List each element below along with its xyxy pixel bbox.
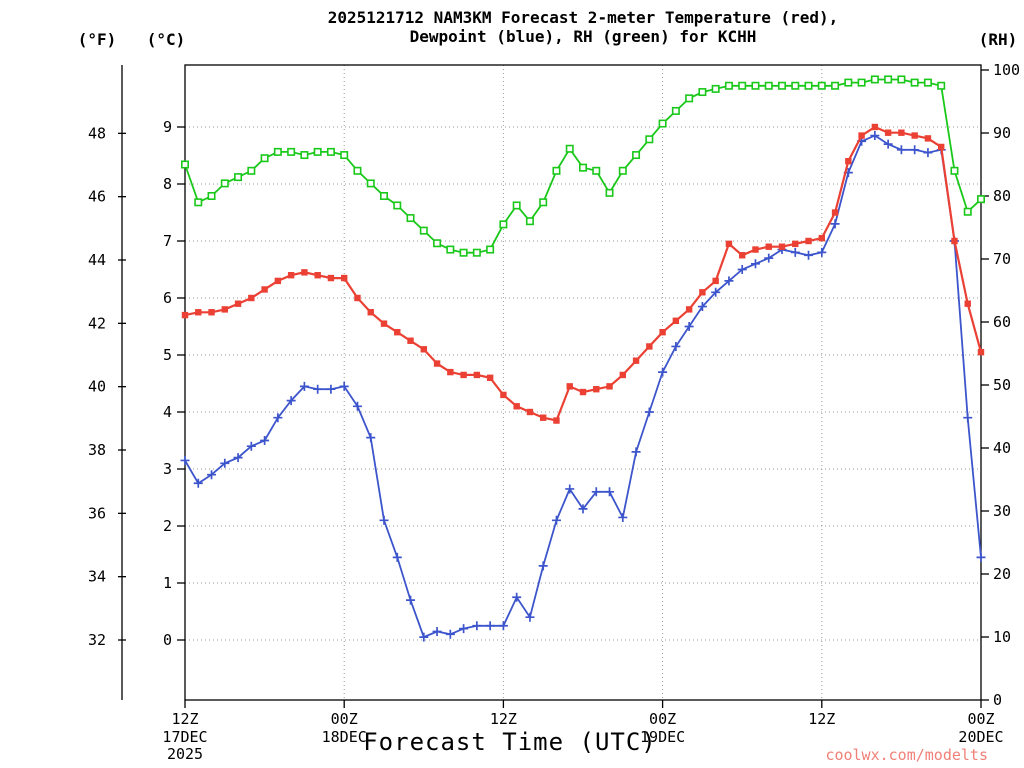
svg-text:00Z: 00Z <box>649 710 676 728</box>
svg-text:20DEC: 20DEC <box>958 728 1003 746</box>
svg-text:10: 10 <box>993 628 1011 646</box>
svg-text:30: 30 <box>993 502 1011 520</box>
svg-text:9: 9 <box>163 118 172 136</box>
svg-text:80: 80 <box>993 187 1011 205</box>
svg-text:100: 100 <box>993 61 1020 79</box>
svg-text:46: 46 <box>88 188 106 206</box>
svg-text:90: 90 <box>993 124 1011 142</box>
svg-text:20: 20 <box>993 565 1011 583</box>
svg-text:70: 70 <box>993 250 1011 268</box>
gridlines <box>185 65 981 700</box>
svg-text:12Z: 12Z <box>171 710 198 728</box>
svg-text:34: 34 <box>88 568 106 586</box>
svg-text:12Z: 12Z <box>808 710 835 728</box>
svg-text:42: 42 <box>88 314 106 332</box>
svg-text:18DEC: 18DEC <box>322 728 367 746</box>
fahrenheit-axis-header: (°F) <box>77 30 117 49</box>
svg-text:50: 50 <box>993 376 1011 394</box>
svg-text:40: 40 <box>993 439 1011 457</box>
svg-text:00Z: 00Z <box>967 710 994 728</box>
chart-title-line2: Dewpoint (blue), RH (green) for KCHH <box>409 27 757 46</box>
svg-text:6: 6 <box>163 289 172 307</box>
svg-text:12Z: 12Z <box>490 710 517 728</box>
watermark-text: coolwx.com/modelts <box>825 746 988 764</box>
dewpoint-series <box>180 131 986 642</box>
celsius-axis-header: (°C) <box>146 30 186 49</box>
svg-text:17DEC: 17DEC <box>162 728 207 746</box>
temperature-series <box>181 123 985 424</box>
x-axis-title: Forecast Time (UTC) <box>363 728 657 756</box>
svg-text:19DEC: 19DEC <box>640 728 685 746</box>
rh-axis-header: (RH) <box>978 30 1018 49</box>
svg-text:38: 38 <box>88 441 106 459</box>
svg-text:0: 0 <box>993 691 1002 709</box>
svg-text:8: 8 <box>163 175 172 193</box>
svg-text:2025: 2025 <box>167 745 203 763</box>
chart-title-line1: 2025121712 NAM3KM Forecast 2-meter Tempe… <box>327 8 839 27</box>
svg-text:36: 36 <box>88 504 106 522</box>
svg-text:44: 44 <box>88 251 106 269</box>
chart-title: 2025121712 NAM3KM Forecast 2-meter Tempe… <box>151 8 1015 46</box>
axes <box>118 64 989 708</box>
svg-text:40: 40 <box>88 378 106 396</box>
rh-series <box>181 75 985 257</box>
svg-text:2: 2 <box>163 517 172 535</box>
svg-text:4: 4 <box>163 403 172 421</box>
svg-text:1: 1 <box>163 574 172 592</box>
svg-text:0: 0 <box>163 631 172 649</box>
axis-tick-labels: 3234363840424446480123456789010203040506… <box>88 61 1020 763</box>
svg-text:32: 32 <box>88 631 106 649</box>
svg-text:00Z: 00Z <box>331 710 358 728</box>
svg-text:7: 7 <box>163 232 172 250</box>
svg-text:3: 3 <box>163 460 172 478</box>
svg-text:48: 48 <box>88 124 106 142</box>
svg-text:5: 5 <box>163 346 172 364</box>
svg-text:60: 60 <box>993 313 1011 331</box>
